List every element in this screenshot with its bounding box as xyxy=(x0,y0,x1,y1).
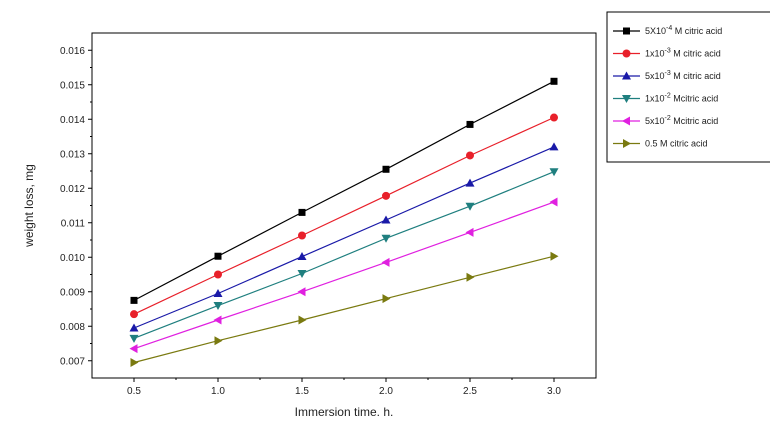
data-point xyxy=(213,315,222,325)
series-1 xyxy=(130,77,558,304)
series-4 xyxy=(129,168,559,343)
data-point xyxy=(381,234,391,243)
data-point xyxy=(550,251,559,261)
series-line xyxy=(133,171,555,339)
series-5 xyxy=(129,197,558,354)
x-tick-label: 3.0 xyxy=(547,386,561,397)
data-point xyxy=(213,302,223,311)
data-point xyxy=(130,296,138,304)
plot-frame xyxy=(91,32,597,379)
legend-marker xyxy=(623,27,630,35)
data-point xyxy=(297,252,307,261)
data-point xyxy=(550,113,558,122)
data-point xyxy=(297,269,307,278)
series-layer xyxy=(129,77,559,367)
data-point xyxy=(549,197,558,207)
y-tick-label: 0.009 xyxy=(60,287,85,298)
y-tick-label: 0.011 xyxy=(61,218,86,229)
data-point xyxy=(466,151,474,160)
data-point xyxy=(130,310,138,319)
legend-item: 1x10-3 M citric acid xyxy=(613,48,721,59)
legend-label: 5x10-3 M citric acid xyxy=(645,70,721,81)
x-tick-label: 0.5 xyxy=(127,386,141,397)
series-line xyxy=(133,80,555,301)
data-point xyxy=(298,315,307,325)
data-point xyxy=(382,191,390,200)
data-point xyxy=(130,357,139,367)
y-tick-label: 0.008 xyxy=(60,322,85,333)
legend-marker xyxy=(622,71,631,80)
data-point xyxy=(298,208,306,216)
data-point xyxy=(466,272,475,282)
legend: 5X10-4 M citric acid 1x10-3 M citric acid… xyxy=(606,11,770,163)
legend-marker xyxy=(622,49,631,58)
data-point xyxy=(213,288,223,297)
legend-label: 1x10-3 M citric acid xyxy=(645,48,721,59)
data-point xyxy=(129,323,139,332)
series-line xyxy=(133,116,555,315)
data-point xyxy=(465,227,474,237)
legend-label: 5x10-2 Mcitric acid xyxy=(645,115,718,126)
y-axis-title: weight loss, mg xyxy=(22,164,36,248)
data-point xyxy=(129,344,138,354)
data-point xyxy=(549,168,559,177)
x-tick-label: 2.5 xyxy=(463,386,477,397)
legend-item: 5x10-2 Mcitric acid xyxy=(613,115,718,126)
legend-label: 0.5 M citric acid xyxy=(645,139,708,149)
data-point xyxy=(550,77,558,85)
legend-label: 5X10-4 M citric acid xyxy=(645,25,722,36)
x-tick-label: 1.5 xyxy=(295,386,309,397)
y-tick-label: 0.015 xyxy=(60,80,85,91)
series-6 xyxy=(130,251,559,367)
data-point xyxy=(214,270,222,279)
y-axis-ticks: 0.007 0.008 0.009 0.010 0.011 0.012 0.013 0.014… xyxy=(60,46,92,367)
legend-box xyxy=(606,11,770,163)
y-tick-label: 0.016 xyxy=(60,46,85,57)
series-2 xyxy=(130,113,558,319)
legend-item: 0.5 M citric acid xyxy=(613,139,708,149)
series-line xyxy=(133,146,555,329)
data-point xyxy=(465,202,475,211)
x-tick-label: 2.0 xyxy=(379,386,393,397)
data-point xyxy=(381,257,390,267)
data-point xyxy=(214,252,222,260)
y-tick-label: 0.014 xyxy=(60,115,85,126)
data-point xyxy=(549,142,559,151)
y-tick-label: 0.007 xyxy=(60,356,85,367)
legend-item: 5X10-4 M citric acid xyxy=(613,25,722,36)
plot-border xyxy=(91,32,597,379)
x-axis-ticks: 0.5 1.0 1.5 2.0 2.5 3.0 xyxy=(127,378,561,397)
data-point xyxy=(298,231,306,240)
x-axis-title: Immersion time. h. xyxy=(295,405,394,419)
x-tick-label: 1.0 xyxy=(211,386,225,397)
legend-item: 5x10-3 M citric acid xyxy=(613,70,721,81)
data-point xyxy=(214,336,223,346)
legend-item: 1x10-2 Mcitric acid xyxy=(613,93,718,104)
y-tick-label: 0.012 xyxy=(60,184,85,195)
y-tick-label: 0.010 xyxy=(60,253,85,264)
series-line xyxy=(133,255,555,364)
data-point xyxy=(382,165,390,173)
data-point xyxy=(382,294,391,304)
legend-marker xyxy=(622,95,631,103)
legend-marker xyxy=(622,116,630,126)
data-point xyxy=(381,215,391,224)
data-point xyxy=(297,287,306,297)
data-point xyxy=(465,178,475,187)
legend-marker xyxy=(623,139,631,148)
y-tick-label: 0.013 xyxy=(60,149,85,160)
series-line xyxy=(133,201,555,350)
legend-label: 1x10-2 Mcitric acid xyxy=(645,93,718,104)
data-point xyxy=(466,120,474,128)
data-point xyxy=(129,334,139,343)
series-3 xyxy=(129,142,559,332)
